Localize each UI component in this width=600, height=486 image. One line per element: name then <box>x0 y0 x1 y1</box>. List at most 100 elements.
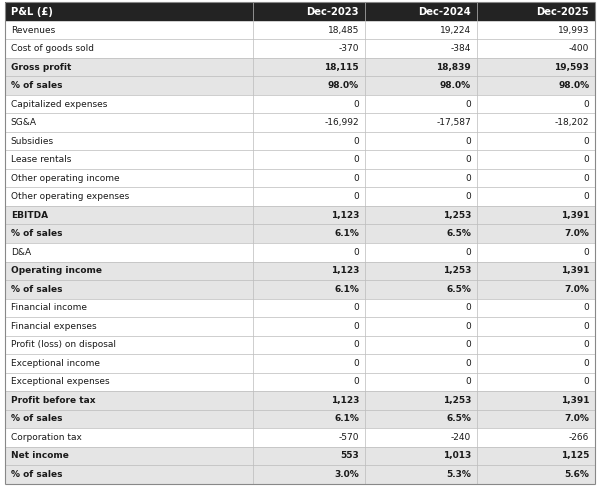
Text: Financial income: Financial income <box>11 303 87 312</box>
Text: 19,224: 19,224 <box>440 26 471 35</box>
Text: 0: 0 <box>353 322 359 331</box>
Text: 0: 0 <box>583 100 589 109</box>
Bar <box>5 132 595 151</box>
Text: 18,839: 18,839 <box>436 63 471 72</box>
Text: 0: 0 <box>466 322 471 331</box>
Text: 1,391: 1,391 <box>561 266 589 275</box>
Text: Dec-2024: Dec-2024 <box>418 7 471 17</box>
Text: Dec-2025: Dec-2025 <box>536 7 589 17</box>
Text: 0: 0 <box>353 192 359 201</box>
Text: 0: 0 <box>466 100 471 109</box>
Text: 0: 0 <box>353 340 359 349</box>
Text: 19,593: 19,593 <box>554 63 589 72</box>
Text: 0: 0 <box>466 303 471 312</box>
Bar <box>5 354 595 373</box>
Text: 1,125: 1,125 <box>561 451 589 460</box>
Text: Dec-2023: Dec-2023 <box>307 7 359 17</box>
Text: Other operating expenses: Other operating expenses <box>11 192 129 201</box>
Text: Profit (loss) on disposal: Profit (loss) on disposal <box>11 340 116 349</box>
Bar <box>5 21 595 39</box>
Bar <box>5 113 595 132</box>
Text: Profit before tax: Profit before tax <box>11 396 95 405</box>
Text: 3.0%: 3.0% <box>334 470 359 479</box>
Bar <box>5 391 595 410</box>
Text: 6.5%: 6.5% <box>446 285 471 294</box>
Text: % of sales: % of sales <box>11 470 62 479</box>
Bar <box>5 465 595 484</box>
Text: 7.0%: 7.0% <box>565 229 589 238</box>
Text: 0: 0 <box>466 192 471 201</box>
Bar <box>5 76 595 95</box>
Text: 0: 0 <box>466 155 471 164</box>
Text: -18,202: -18,202 <box>555 118 589 127</box>
Bar <box>5 225 595 243</box>
Text: 98.0%: 98.0% <box>440 81 471 90</box>
Text: 5.6%: 5.6% <box>565 470 589 479</box>
Text: 1,391: 1,391 <box>561 211 589 220</box>
Text: -400: -400 <box>569 44 589 53</box>
Bar <box>5 410 595 428</box>
Bar <box>5 206 595 225</box>
Text: -16,992: -16,992 <box>325 118 359 127</box>
Text: 7.0%: 7.0% <box>565 414 589 423</box>
Text: 0: 0 <box>466 137 471 146</box>
Text: 1,391: 1,391 <box>561 396 589 405</box>
Text: 0: 0 <box>466 340 471 349</box>
Text: Operating income: Operating income <box>11 266 102 275</box>
Text: 0: 0 <box>353 174 359 183</box>
Text: P&L (£): P&L (£) <box>11 7 53 17</box>
Bar <box>5 151 595 169</box>
Text: 98.0%: 98.0% <box>558 81 589 90</box>
Text: Financial expenses: Financial expenses <box>11 322 97 331</box>
Text: 0: 0 <box>353 377 359 386</box>
Text: Exceptional income: Exceptional income <box>11 359 100 368</box>
Text: 0: 0 <box>583 248 589 257</box>
Bar <box>5 335 595 354</box>
Text: 0: 0 <box>466 359 471 368</box>
Bar <box>5 169 595 188</box>
Text: 6.5%: 6.5% <box>446 229 471 238</box>
Text: Capitalized expenses: Capitalized expenses <box>11 100 107 109</box>
Text: Revenues: Revenues <box>11 26 55 35</box>
Text: 1,013: 1,013 <box>443 451 471 460</box>
Text: 18,485: 18,485 <box>328 26 359 35</box>
Text: 6.5%: 6.5% <box>446 414 471 423</box>
Bar <box>5 95 595 113</box>
Text: 5.3%: 5.3% <box>446 470 471 479</box>
Text: 553: 553 <box>340 451 359 460</box>
Bar <box>5 428 595 447</box>
Text: % of sales: % of sales <box>11 414 62 423</box>
Text: 0: 0 <box>353 100 359 109</box>
Bar <box>5 188 595 206</box>
Text: Cost of goods sold: Cost of goods sold <box>11 44 94 53</box>
Text: 0: 0 <box>353 248 359 257</box>
Text: D&A: D&A <box>11 248 31 257</box>
Text: 0: 0 <box>583 340 589 349</box>
Text: 0: 0 <box>353 155 359 164</box>
Text: 0: 0 <box>583 322 589 331</box>
Text: 98.0%: 98.0% <box>328 81 359 90</box>
Text: Corporation tax: Corporation tax <box>11 433 82 442</box>
Text: Gross profit: Gross profit <box>11 63 71 72</box>
Text: EBITDA: EBITDA <box>11 211 48 220</box>
Text: 0: 0 <box>353 359 359 368</box>
Text: Other operating income: Other operating income <box>11 174 119 183</box>
Text: 0: 0 <box>583 155 589 164</box>
Text: -370: -370 <box>338 44 359 53</box>
Text: 0: 0 <box>583 359 589 368</box>
Bar <box>5 261 595 280</box>
Text: 0: 0 <box>583 192 589 201</box>
Text: 0: 0 <box>583 137 589 146</box>
Text: 18,115: 18,115 <box>325 63 359 72</box>
Bar <box>5 447 595 465</box>
Text: 0: 0 <box>583 174 589 183</box>
Text: 0: 0 <box>583 303 589 312</box>
Text: SG&A: SG&A <box>11 118 37 127</box>
Text: Subsidies: Subsidies <box>11 137 54 146</box>
Text: 19,993: 19,993 <box>558 26 589 35</box>
Bar <box>5 58 595 76</box>
Text: 6.1%: 6.1% <box>334 414 359 423</box>
Bar <box>5 2 595 21</box>
Text: -570: -570 <box>338 433 359 442</box>
Text: -17,587: -17,587 <box>436 118 471 127</box>
